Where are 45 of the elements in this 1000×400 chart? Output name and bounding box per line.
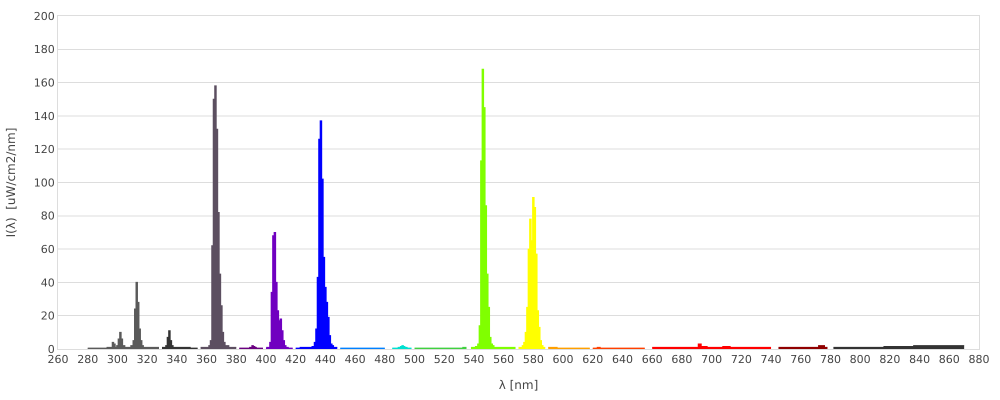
x-tick-label: 380 xyxy=(226,353,247,366)
x-tick-label: 340 xyxy=(166,353,188,366)
x-tick-label: 660 xyxy=(642,353,663,366)
x-tick-label: 740 xyxy=(760,353,782,366)
x-tick-label: 720 xyxy=(730,353,752,366)
x-tick-label: 280 xyxy=(77,353,98,366)
x-tick-label: 260 xyxy=(48,353,68,366)
x-tick-label: 680 xyxy=(671,353,692,366)
x-tick-label: 420 xyxy=(285,353,306,366)
y-tick-label: 120 xyxy=(34,143,55,156)
x-tick-label: 460 xyxy=(344,353,366,366)
x-tick-label: 480 xyxy=(374,353,396,366)
x-tick-label: 820 xyxy=(879,353,900,366)
x-tick-label: 780 xyxy=(820,353,841,366)
y-tick-label: 140 xyxy=(34,110,55,123)
y-tick-label: 160 xyxy=(34,76,55,90)
x-tick-label: 580 xyxy=(522,353,544,366)
y-tick-label: 100 xyxy=(34,176,55,190)
x-tick-label: 840 xyxy=(909,353,930,366)
y-tick-label: 80 xyxy=(40,210,55,223)
x-tick-label: 700 xyxy=(701,353,722,366)
x-axis-title: λ [nm] xyxy=(498,378,538,392)
y-tick-label: 200 xyxy=(34,10,55,23)
y-tick-label: 40 xyxy=(40,276,55,290)
x-tick-label: 440 xyxy=(314,353,336,366)
y-tick-label: 0 xyxy=(48,342,55,356)
x-tick-label: 540 xyxy=(463,353,484,366)
x-tick-label: 520 xyxy=(434,353,455,366)
y-tick-label: 180 xyxy=(34,43,55,56)
x-tick-label: 560 xyxy=(493,353,514,366)
x-tick-label: 880 xyxy=(968,353,990,366)
y-tick-label: 60 xyxy=(40,242,55,256)
x-tick-label: 360 xyxy=(196,353,218,366)
x-tick-label: 620 xyxy=(582,353,604,366)
x-tick-label: 800 xyxy=(850,353,871,366)
x-tick-label: 320 xyxy=(136,353,158,366)
y-tick-label: 20 xyxy=(40,310,55,323)
x-tick-label: 600 xyxy=(552,353,574,366)
y-axis-title: I(λ) [uW/cm2/nm] xyxy=(4,128,18,238)
x-tick-label: 500 xyxy=(404,353,426,366)
x-tick-label: 300 xyxy=(106,353,128,366)
x-tick-label: 400 xyxy=(255,353,276,366)
x-tick-label: 860 xyxy=(938,353,960,366)
x-tick-label: 640 xyxy=(612,353,633,366)
x-tick-label: 760 xyxy=(790,353,812,366)
